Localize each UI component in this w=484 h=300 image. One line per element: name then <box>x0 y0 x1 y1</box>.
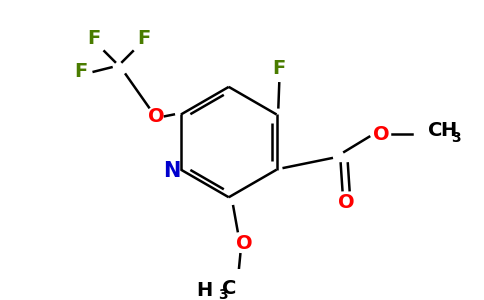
Text: O: O <box>373 124 390 144</box>
Text: C: C <box>222 279 236 298</box>
Text: 3: 3 <box>451 130 461 145</box>
Text: F: F <box>272 59 286 78</box>
Text: O: O <box>237 234 253 253</box>
Text: 3: 3 <box>218 288 227 300</box>
Text: F: F <box>87 29 100 48</box>
Text: H: H <box>440 121 457 140</box>
Text: F: F <box>137 29 150 48</box>
Text: N: N <box>164 161 181 182</box>
Text: H: H <box>197 281 213 300</box>
Text: O: O <box>338 193 354 212</box>
Text: O: O <box>148 107 165 126</box>
Text: C: C <box>428 121 442 140</box>
Text: F: F <box>75 62 88 81</box>
